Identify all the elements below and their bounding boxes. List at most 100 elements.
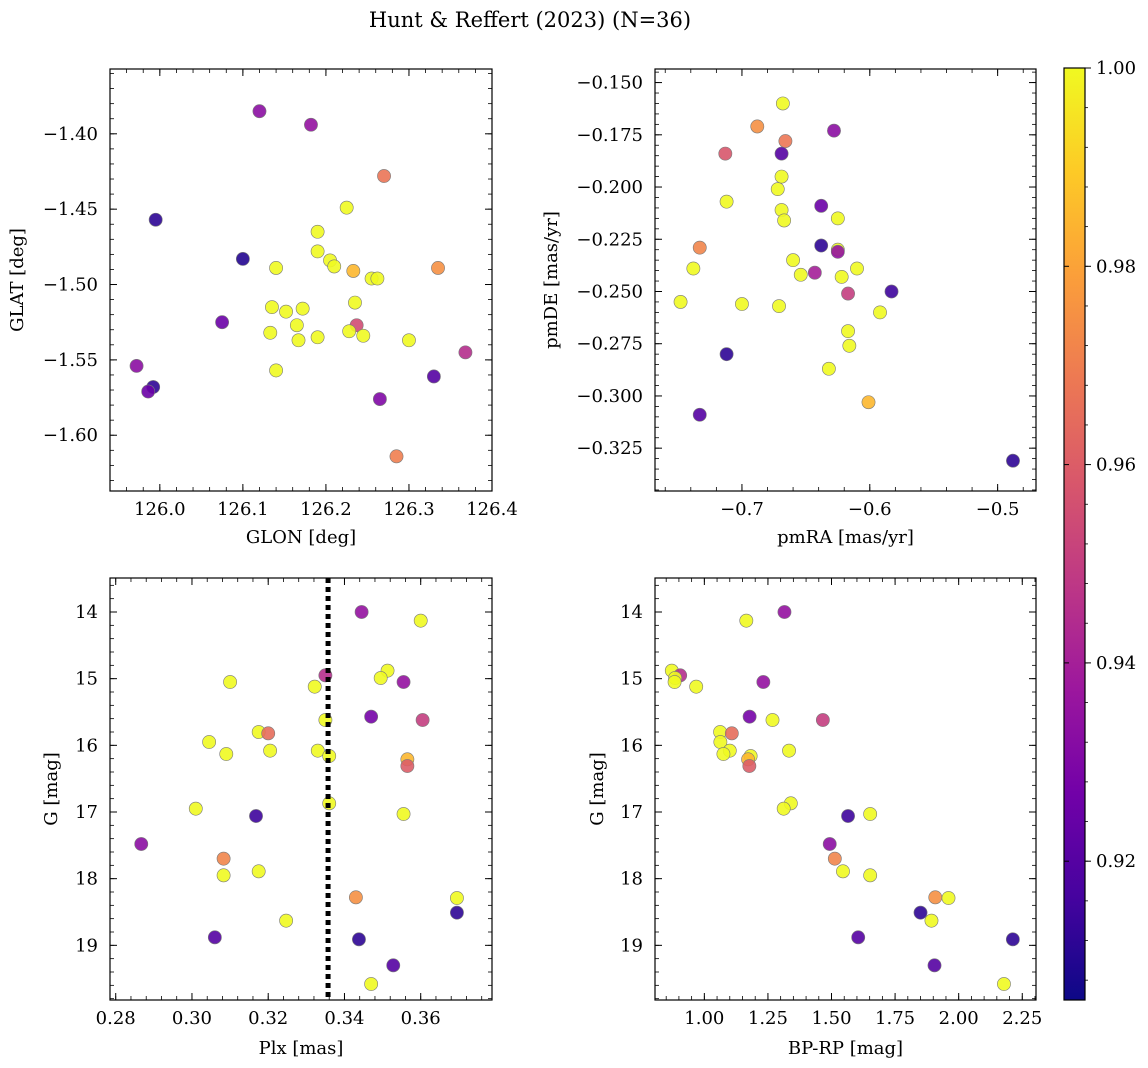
data-point <box>928 890 943 905</box>
chart-panel-1: 126.0 126.1 126.2 126.3 126.4 −1.40 −1.45 −1.50… <box>7 68 518 548</box>
data-point <box>251 864 266 879</box>
y-tick-label: 19 <box>75 935 98 956</box>
data-point <box>830 244 845 259</box>
data-point <box>719 194 734 209</box>
x-tick-label: −0.7 <box>720 499 764 520</box>
y-axis-label: GLAT [deg] <box>7 228 28 332</box>
x-tick-label: 126.4 <box>466 499 518 520</box>
data-point <box>310 743 325 758</box>
data-point <box>997 977 1011 991</box>
plot-frame <box>109 68 493 492</box>
data-point <box>342 324 357 339</box>
x-tick-label: 2.25 <box>1002 1008 1042 1029</box>
y-tick-label: 16 <box>620 735 643 756</box>
x-axis-label: pmRA [mas/yr] <box>777 527 914 548</box>
data-point <box>396 675 411 689</box>
data-point <box>667 675 682 689</box>
y-tick-label: −1.60 <box>43 425 98 446</box>
data-point <box>377 169 391 183</box>
colorbar-tick-label: 0.94 <box>1096 653 1136 674</box>
y-tick-label: −0.325 <box>576 438 643 459</box>
y-tick-label: 15 <box>620 669 643 690</box>
data-point <box>724 726 739 741</box>
data-point <box>141 384 156 399</box>
y-tick-label: 19 <box>620 935 643 956</box>
data-point <box>842 338 857 353</box>
data-point <box>1005 932 1020 947</box>
data-point <box>861 395 876 410</box>
y-tick-label: −0.150 <box>576 73 643 94</box>
data-point <box>291 333 306 348</box>
data-point <box>863 807 878 821</box>
data-point <box>307 679 322 694</box>
y-tick-label: 15 <box>75 669 98 690</box>
x-tick-label: 0.32 <box>248 1008 288 1029</box>
chart-panel-2: −0.7 −0.6 −0.5 −0.150 −0.175 −0.200 −0.225 −0.2… <box>541 68 1037 548</box>
data-point <box>686 261 701 276</box>
x-axis-label: Plx [mas] <box>259 1038 344 1059</box>
y-tick-label: 14 <box>620 602 643 623</box>
colorbar-tick-label: 0.96 <box>1096 455 1136 476</box>
data-point <box>304 117 318 132</box>
data-point <box>400 759 415 773</box>
data-point <box>821 361 836 376</box>
data-point <box>223 675 237 689</box>
y-axis-label: G [mag] <box>587 752 608 825</box>
data-point <box>742 709 757 724</box>
data-point <box>207 930 222 945</box>
data-point <box>252 104 267 119</box>
x-tick-label: 0.30 <box>172 1008 212 1029</box>
data-point <box>202 735 217 749</box>
data-point <box>927 958 942 973</box>
colorbar-gradient <box>1063 67 1086 1001</box>
data-point <box>346 264 361 278</box>
data-point <box>774 169 789 184</box>
x-tick-label: 126.0 <box>134 499 186 520</box>
data-point <box>295 301 310 316</box>
data-point <box>219 747 234 761</box>
plot-frame <box>654 577 1037 1001</box>
data-point <box>356 328 371 343</box>
data-point <box>129 359 144 373</box>
data-point <box>263 743 278 758</box>
data-point <box>782 743 796 758</box>
data-point <box>689 679 704 694</box>
data-point <box>402 333 416 348</box>
data-point <box>770 182 785 197</box>
data-point <box>352 932 366 947</box>
data-point <box>354 605 369 619</box>
data-point <box>364 977 379 991</box>
data-point <box>692 240 707 255</box>
data-point <box>822 837 837 851</box>
data-point <box>827 851 842 866</box>
y-tick-label: 16 <box>75 735 98 756</box>
data-point <box>364 709 379 724</box>
data-point <box>815 713 830 727</box>
data-point <box>913 905 928 920</box>
data-point <box>777 213 792 228</box>
data-point <box>739 613 754 628</box>
data-point <box>386 958 401 973</box>
y-tick-label: −0.275 <box>576 334 643 355</box>
data-point <box>884 284 899 299</box>
data-point <box>778 134 793 148</box>
y-tick-label: 18 <box>620 869 643 890</box>
data-point <box>339 200 354 215</box>
chart-panel-3: 0.28 0.30 0.32 0.34 0.36 14 15 16 17 18 19 Plx [mas… <box>41 577 493 1059</box>
data-point <box>396 807 411 821</box>
data-point <box>450 891 464 905</box>
data-point <box>261 726 276 741</box>
data-point <box>756 675 771 689</box>
y-tick-label: −0.225 <box>576 229 643 250</box>
y-tick-label: −0.200 <box>576 177 643 198</box>
chart-panel-4: 1.00 1.25 1.50 1.75 2.00 2.25 14 15 16 17 18 19 BP-R… <box>587 577 1042 1059</box>
y-tick-label: 18 <box>75 869 98 890</box>
data-point <box>249 809 263 823</box>
data-point <box>269 363 283 378</box>
data-point <box>841 809 855 823</box>
data-point <box>389 449 404 464</box>
data-point <box>692 407 707 422</box>
data-point <box>215 315 230 330</box>
data-point <box>134 837 149 851</box>
